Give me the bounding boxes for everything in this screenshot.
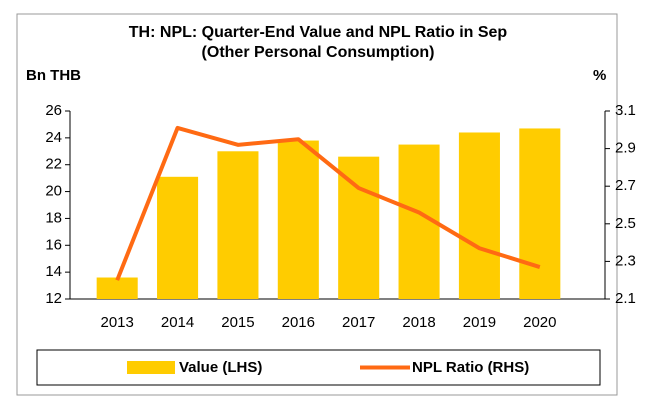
y2-axis-label: % (593, 67, 606, 84)
y2-tick-label: 2.5 (615, 215, 636, 232)
y-axis-label: Bn THB (26, 67, 81, 84)
y2-tick-label: 2.9 (615, 140, 636, 157)
x-tick-label: 2017 (342, 314, 375, 331)
legend-swatch (127, 361, 175, 374)
y-tick-label: 26 (45, 102, 62, 119)
y-tick-label: 20 (45, 183, 62, 200)
y2-tick-label: 2.3 (615, 252, 636, 269)
bar (157, 176, 199, 299)
x-tick-label: 2015 (221, 314, 254, 331)
x-tick-label: 2013 (101, 314, 134, 331)
line (115, 125, 541, 281)
bar (519, 128, 561, 299)
chart-subtitle: (Other Personal Consumption) (202, 44, 435, 61)
y2-tick-label: 3.1 (615, 102, 636, 119)
y-tick-label: 18 (45, 209, 62, 226)
x-tick-label: 2019 (463, 314, 496, 331)
legend-label: Value (LHS) (179, 359, 262, 376)
bar (338, 156, 380, 299)
legend-box (36, 349, 601, 386)
x-tick-label: 2016 (282, 314, 315, 331)
x-tick-label: 2018 (402, 314, 435, 331)
bar (458, 132, 500, 299)
y2-tick-label: 2.7 (615, 177, 636, 194)
x-tick-label: 2014 (161, 314, 194, 331)
y-tick-label: 22 (45, 156, 62, 173)
x-tick-label: 2020 (523, 314, 556, 331)
bar (217, 151, 259, 299)
legend-label: NPL Ratio (RHS) (412, 359, 529, 376)
chart-title: TH: NPL: Quarter-End Value and NPL Ratio… (129, 24, 508, 41)
y-tick-label: 24 (45, 129, 62, 146)
bar (277, 140, 319, 299)
y-tick-label: 12 (45, 290, 62, 307)
bar (96, 277, 138, 299)
y-tick-label: 14 (45, 263, 62, 280)
y-tick-label: 16 (45, 236, 62, 253)
y2-tick-label: 2.1 (615, 290, 636, 307)
